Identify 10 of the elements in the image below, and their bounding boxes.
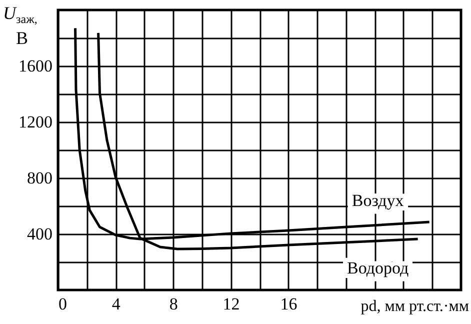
x-tick-label: 16 xyxy=(280,294,298,314)
x-tick-label: 0 xyxy=(58,294,67,314)
x-tick-label: 12 xyxy=(222,294,240,314)
x-axis-title: pd, мм рт.ст.·мм xyxy=(360,298,469,315)
y-tick-label: 800 xyxy=(27,168,52,188)
y-tick-label: 1600 xyxy=(18,56,52,76)
x-tick-label: 8 xyxy=(169,294,178,314)
x-tick-label: 4 xyxy=(112,294,121,314)
y-tick-label: 1200 xyxy=(18,112,52,132)
y-tick-label: 400 xyxy=(27,224,52,244)
